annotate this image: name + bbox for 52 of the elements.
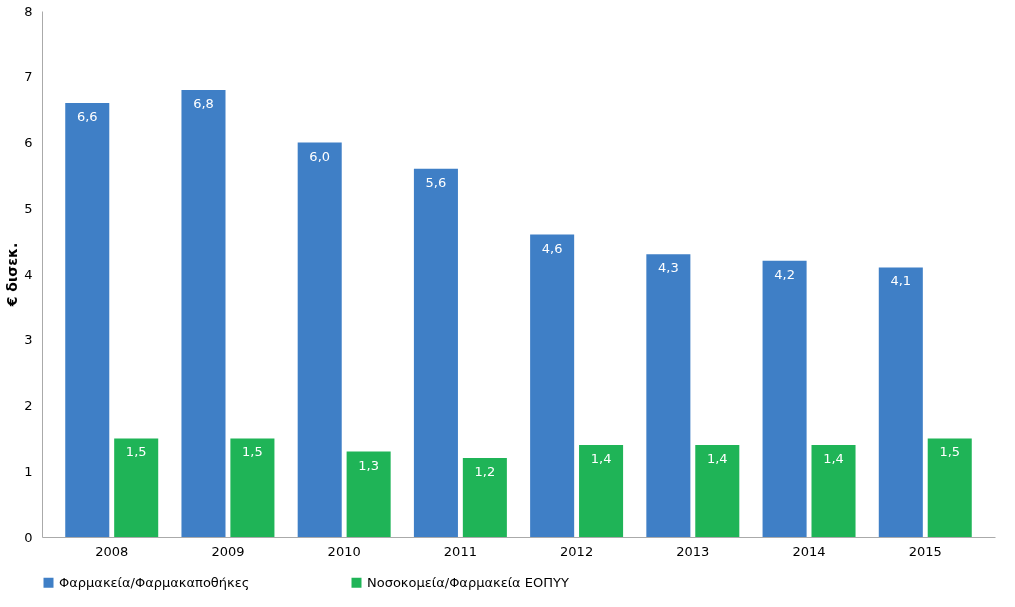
x-tick-label: 2012 [560, 543, 594, 559]
x-tick-label: 2015 [908, 543, 942, 559]
y-axis-title: € δισεκ. [4, 242, 21, 308]
data-label: 1,3 [358, 457, 379, 473]
bar [462, 458, 507, 537]
data-label: 1,2 [474, 464, 496, 480]
x-tick-label: 2013 [676, 543, 710, 559]
legend-label: Νοσοκομεία/Φαρμακεία ΕΟΠΥΥ [367, 574, 569, 590]
bar [695, 444, 740, 537]
data-label: 6,8 [193, 95, 214, 111]
bar [579, 444, 624, 537]
data-label: 4,2 [774, 266, 795, 282]
x-tick-label: 2011 [443, 543, 477, 559]
data-label: 5,6 [425, 174, 447, 190]
bar [762, 260, 807, 537]
y-tick-label: 8 [24, 3, 33, 19]
y-tick-label: 0 [24, 529, 33, 545]
bar [230, 438, 275, 537]
data-label: 1,4 [823, 450, 844, 466]
bar [878, 267, 923, 537]
y-tick-label: 6 [24, 135, 33, 150]
y-tick-label: 7 [24, 69, 33, 85]
data-label: 4,6 [541, 240, 563, 256]
bar [181, 89, 226, 537]
data-label: 1,5 [939, 444, 961, 460]
data-label: 6,0 [309, 148, 331, 164]
bar [297, 142, 342, 537]
data-label: 4,1 [890, 273, 912, 289]
x-tick-label: 2008 [95, 543, 129, 559]
data-label: 1,5 [125, 444, 147, 460]
bar [346, 451, 391, 537]
bar [811, 444, 856, 537]
bar [530, 234, 575, 537]
bar [65, 103, 110, 537]
bar [413, 168, 458, 537]
data-label: 6,6 [76, 109, 98, 125]
data-label: 1,4 [706, 450, 728, 466]
y-tick-label: 2 [24, 398, 33, 413]
data-label: 1,5 [242, 444, 263, 460]
x-tick-label: 2009 [211, 543, 245, 559]
y-tick-label: 3 [24, 332, 33, 348]
y-tick-label: 5 [24, 200, 33, 216]
data-label: 1,4 [590, 450, 612, 466]
data-label: 4,3 [658, 260, 679, 276]
bar [646, 254, 691, 537]
bar [114, 438, 159, 537]
x-tick-label: 2014 [792, 543, 826, 559]
y-tick-label: 1 [24, 463, 33, 479]
legend-label: Φαρμακεία/Φαρμακαποθήκες [59, 574, 250, 590]
x-tick-label: 2010 [327, 543, 361, 559]
y-tick-label: 4 [24, 266, 33, 282]
bar [927, 438, 972, 537]
